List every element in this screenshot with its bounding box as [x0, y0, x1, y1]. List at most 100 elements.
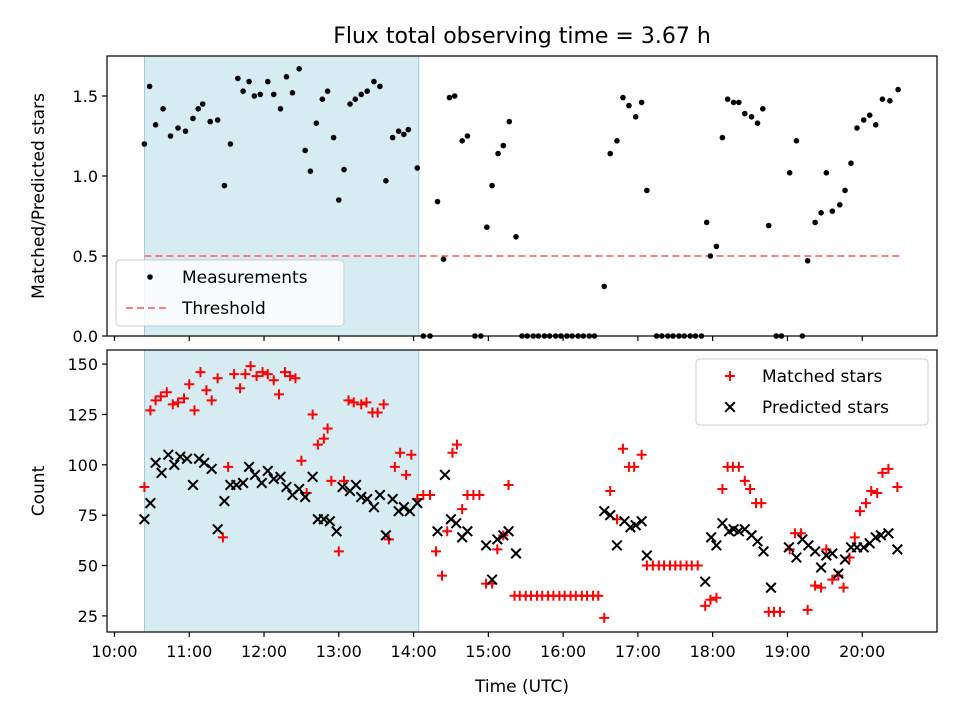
data-point [227, 141, 234, 147]
data-point [246, 78, 252, 85]
data-point [829, 208, 836, 214]
legend-box [115, 259, 345, 327]
data-point [347, 101, 353, 107]
data-point [168, 459, 180, 471]
data-point [447, 447, 458, 458]
data-point [765, 582, 777, 594]
count-panel: 25 50 75 100 125 150 10:00 11:00 12:00 13:00 14:00… [29, 349, 938, 697]
data-point [223, 461, 234, 472]
data-point [832, 568, 844, 580]
data-point [827, 574, 838, 585]
data-point [733, 461, 744, 472]
legend-handle [725, 371, 735, 381]
data-point [815, 562, 827, 574]
y-tick-label: 125 [67, 405, 98, 424]
data-point [451, 439, 462, 450]
data-point [198, 457, 210, 469]
data-point [155, 391, 166, 402]
data-point [277, 106, 284, 112]
series-measurements [141, 66, 901, 339]
y-tick-label: 1.5 [73, 87, 98, 106]
data-point [848, 160, 854, 166]
data-point [500, 142, 507, 149]
data-point [364, 88, 371, 94]
data-point [274, 471, 286, 483]
data-point [823, 170, 830, 176]
data-point [836, 202, 843, 208]
data-point [380, 529, 392, 541]
y-tick-label: 100 [67, 456, 98, 475]
data-point [296, 66, 302, 72]
data-point [826, 547, 838, 559]
chart-title: Flux total observing time = 3.67 h [333, 24, 711, 49]
data-point [235, 75, 241, 82]
data-point [733, 525, 745, 537]
x-tick-label: 13:00 [316, 642, 362, 661]
data-point [401, 469, 412, 480]
data-point [759, 106, 766, 112]
data-point [446, 94, 453, 101]
data-point [891, 543, 903, 555]
data-point [150, 395, 161, 406]
data-point [818, 210, 824, 216]
data-point [692, 560, 703, 571]
data-point [802, 604, 813, 615]
data-point [240, 369, 251, 380]
data-point [160, 106, 166, 112]
y-tick-label: 0.0 [73, 327, 98, 346]
data-point [510, 547, 522, 559]
data-point [145, 405, 156, 416]
y-axis-label: Count [29, 465, 49, 516]
data-point [506, 118, 513, 125]
data-point [322, 423, 333, 434]
data-point [229, 369, 240, 380]
data-point [206, 395, 217, 406]
data-point [459, 138, 465, 144]
data-point [175, 125, 181, 131]
data-point [513, 234, 519, 240]
data-point [724, 96, 731, 102]
data-point [705, 594, 716, 605]
data-point [641, 549, 653, 561]
data-point [414, 165, 421, 171]
data-point [601, 283, 608, 290]
data-point [495, 150, 501, 157]
legend-box [695, 358, 929, 426]
data-point [262, 465, 274, 477]
data-point [604, 509, 616, 521]
data-point [356, 399, 367, 410]
data-point [461, 525, 473, 537]
data-point [816, 582, 827, 593]
data-point [401, 131, 407, 138]
data-point [710, 539, 722, 551]
data-point [842, 187, 848, 194]
data-point [892, 481, 903, 492]
data-point [425, 490, 436, 501]
data-point [598, 505, 610, 517]
data-point [152, 122, 159, 128]
data-point [336, 197, 342, 203]
data-point [854, 125, 860, 131]
data-point [318, 513, 330, 525]
data-point [184, 379, 195, 390]
data-point [703, 219, 710, 226]
data-point [480, 539, 492, 551]
data-point [629, 461, 640, 472]
data-point [167, 399, 178, 410]
data-point [324, 515, 336, 527]
data-point [189, 405, 200, 416]
data-point [264, 78, 271, 85]
data-point [793, 138, 800, 144]
legend-handle [147, 274, 153, 280]
data-point [141, 141, 148, 147]
data-point [374, 489, 386, 501]
data-point [860, 117, 867, 123]
data-point [436, 570, 447, 581]
data-point [754, 120, 761, 126]
data-point [138, 513, 150, 525]
x-tick-label: 10:00 [91, 642, 137, 661]
data-point [786, 170, 793, 176]
data-point [464, 133, 471, 139]
data-point [313, 120, 320, 126]
data-point [387, 493, 399, 505]
